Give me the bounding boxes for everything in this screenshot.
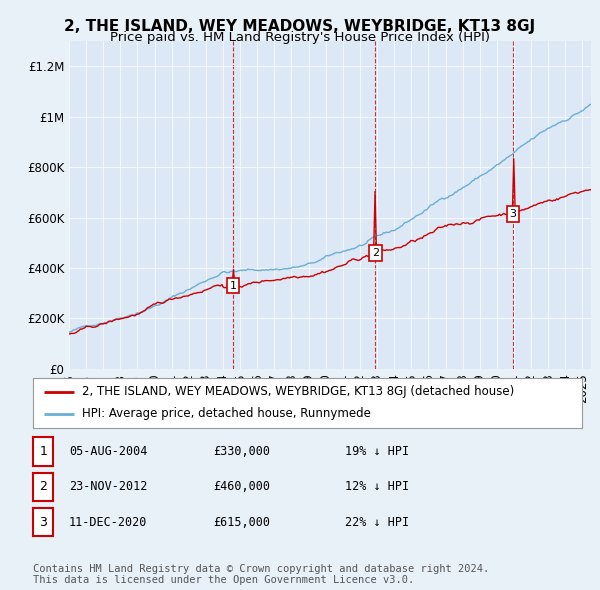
Text: 05-AUG-2004: 05-AUG-2004 — [69, 445, 148, 458]
Text: 3: 3 — [509, 209, 517, 219]
Text: 11-DEC-2020: 11-DEC-2020 — [69, 516, 148, 529]
Text: 1: 1 — [230, 281, 236, 291]
Text: 3: 3 — [39, 516, 47, 529]
Text: 23-NOV-2012: 23-NOV-2012 — [69, 480, 148, 493]
Text: 2: 2 — [39, 480, 47, 493]
Text: 1: 1 — [39, 445, 47, 458]
Text: £330,000: £330,000 — [213, 445, 270, 458]
Text: 12% ↓ HPI: 12% ↓ HPI — [345, 480, 409, 493]
Text: £615,000: £615,000 — [213, 516, 270, 529]
Text: 19% ↓ HPI: 19% ↓ HPI — [345, 445, 409, 458]
Text: 2, THE ISLAND, WEY MEADOWS, WEYBRIDGE, KT13 8GJ (detached house): 2, THE ISLAND, WEY MEADOWS, WEYBRIDGE, K… — [82, 385, 515, 398]
Text: 2, THE ISLAND, WEY MEADOWS, WEYBRIDGE, KT13 8GJ: 2, THE ISLAND, WEY MEADOWS, WEYBRIDGE, K… — [64, 19, 536, 34]
Text: Contains HM Land Registry data © Crown copyright and database right 2024.
This d: Contains HM Land Registry data © Crown c… — [33, 563, 489, 585]
Text: 2: 2 — [372, 248, 379, 258]
Text: 22% ↓ HPI: 22% ↓ HPI — [345, 516, 409, 529]
Text: £460,000: £460,000 — [213, 480, 270, 493]
Text: Price paid vs. HM Land Registry's House Price Index (HPI): Price paid vs. HM Land Registry's House … — [110, 31, 490, 44]
Text: HPI: Average price, detached house, Runnymede: HPI: Average price, detached house, Runn… — [82, 407, 371, 420]
